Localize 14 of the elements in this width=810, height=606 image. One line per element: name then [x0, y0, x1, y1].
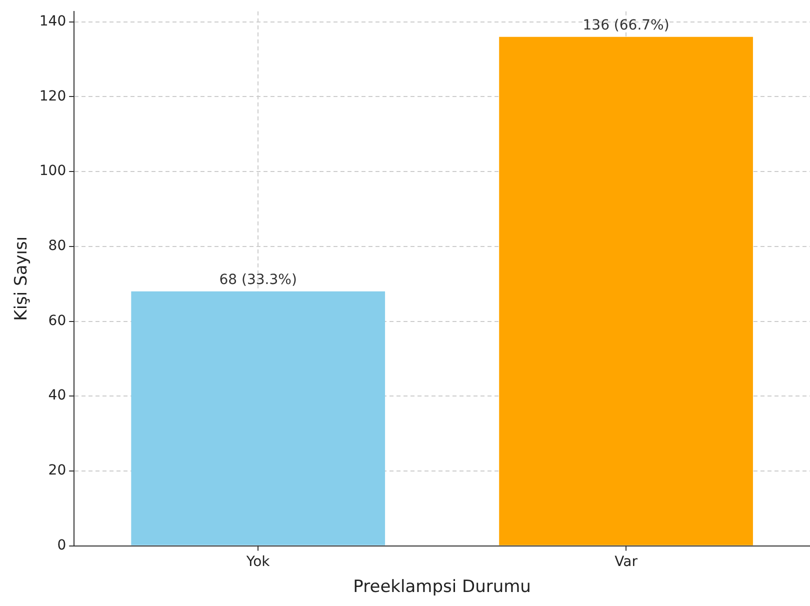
- x-axis-title: Preeklampsi Durumu: [353, 577, 531, 598]
- x-tick-label: Yok: [245, 554, 271, 570]
- y-tick-label: 20: [48, 462, 66, 479]
- y-tick-label: 0: [57, 537, 66, 554]
- data-label: 136 (66.7%): [582, 17, 670, 34]
- y-tick-label: 140: [39, 14, 66, 30]
- y-axis-title: Kişi Sayısı: [12, 236, 32, 321]
- y-tick-label: 40: [48, 388, 66, 404]
- data-label: 68 (33.3%): [219, 272, 297, 288]
- y-tick-label: 120: [39, 88, 66, 104]
- y-tick-label: 100: [39, 163, 66, 180]
- y-tick-label: 60: [48, 312, 66, 329]
- y-tick-label: 80: [48, 238, 66, 254]
- x-tick-label: Var: [614, 554, 638, 570]
